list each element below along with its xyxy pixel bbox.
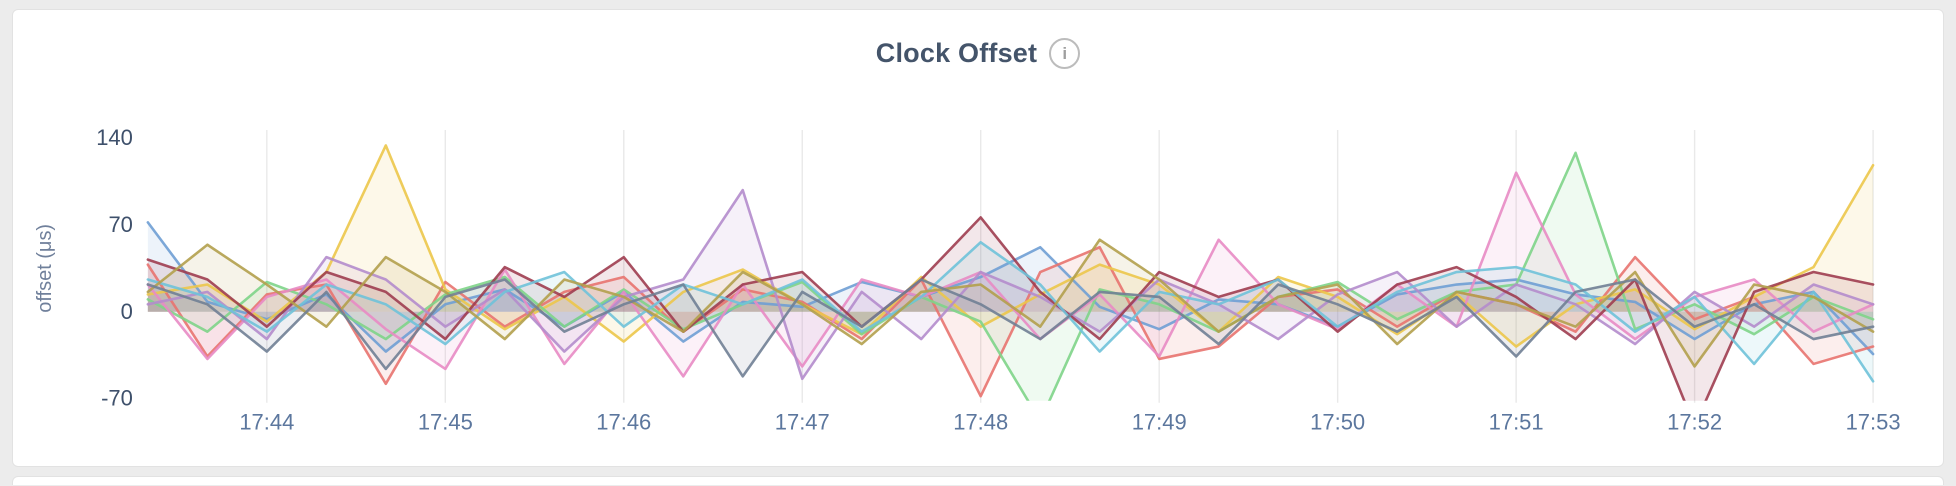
- x-tick-label: 17:48: [953, 410, 1008, 435]
- next-card-edge: [12, 476, 1944, 485]
- info-icon[interactable]: i: [1049, 37, 1081, 69]
- chart-title: Clock Offset: [875, 37, 1038, 68]
- series-9-line: [146, 238, 1875, 368]
- x-tick-label: 17:50: [1310, 410, 1365, 435]
- y-tick-label: 70: [108, 212, 132, 237]
- series-8-line: [146, 240, 1875, 383]
- series-10-area: [147, 279, 1874, 377]
- x-tick-label: 17:45: [418, 410, 473, 435]
- x-tick-label: 17:46: [596, 410, 651, 435]
- series-9-area: [147, 239, 1874, 367]
- y-tick-label: 0: [121, 299, 133, 324]
- series-6-line: [146, 188, 1875, 381]
- series-7-line: [146, 216, 1875, 401]
- x-tick-label: 17:52: [1667, 410, 1722, 435]
- y-tick-label: -70: [101, 386, 133, 411]
- x-tick-label: 17:47: [775, 410, 830, 435]
- x-tick-label: 17:44: [239, 410, 294, 435]
- clock-offset-card: Clock Offset i 17:44 17:45 17:46 17:47 17:48…: [12, 9, 1944, 467]
- clock-offset-plot[interactable]: 17:44 17:45 17:46 17:47 17:48 17:49 17:50 17:51…: [13, 112, 1943, 457]
- chart-header: Clock Offset i: [13, 34, 1943, 72]
- series-7-area: [147, 217, 1874, 401]
- x-tick-label: 17:49: [1132, 410, 1187, 435]
- chart-area: 17:44 17:45 17:46 17:47 17:48 17:49 17:50 17:51…: [13, 112, 1943, 457]
- y-tick-label: 140: [96, 125, 133, 150]
- y-axis-label: offset (μs): [34, 224, 56, 313]
- x-tick-label: 17:51: [1489, 410, 1544, 435]
- series-10-line: [146, 278, 1875, 378]
- series-1-area: [147, 222, 1874, 355]
- series-4-area: [147, 152, 1874, 401]
- x-tick-label: 17:53: [1846, 410, 1901, 435]
- series-4-line: [146, 151, 1875, 401]
